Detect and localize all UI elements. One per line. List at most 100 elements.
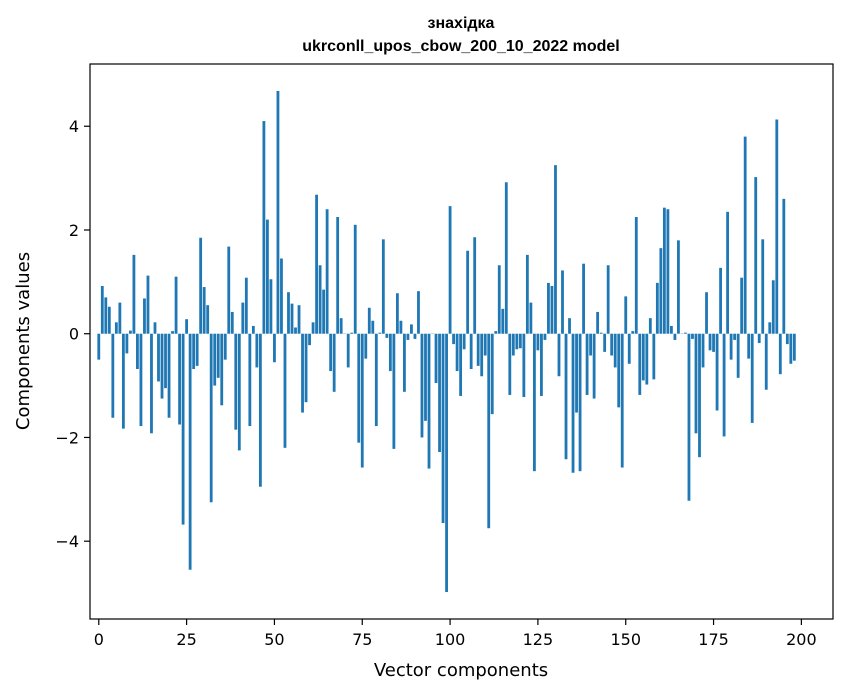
- bar: [497, 265, 501, 334]
- bar: [518, 333, 522, 349]
- bar: [501, 308, 505, 334]
- chart-title: знахідка: [428, 15, 495, 32]
- bar: [403, 333, 406, 392]
- bar: [511, 333, 515, 356]
- bar: [655, 282, 659, 334]
- bar: [164, 333, 167, 389]
- bar: [417, 291, 420, 334]
- bar: [269, 279, 273, 334]
- bar: [452, 333, 455, 345]
- bar: [297, 305, 301, 334]
- bar: [406, 333, 410, 340]
- bar: [136, 333, 139, 369]
- bar: [350, 332, 354, 334]
- bar: [785, 333, 789, 345]
- bar: [719, 267, 722, 334]
- bar: [388, 333, 392, 372]
- bar: [592, 333, 596, 399]
- bar: [638, 333, 642, 395]
- bar: [480, 333, 484, 377]
- x-tick-label: 50: [264, 630, 284, 649]
- bar: [216, 333, 220, 378]
- bar: [392, 333, 396, 449]
- bar: [276, 90, 280, 334]
- bar: [174, 276, 178, 334]
- bar: [420, 333, 424, 438]
- bar: [171, 331, 174, 334]
- bar: [395, 293, 399, 334]
- bar: [301, 333, 304, 413]
- bar: [648, 318, 652, 334]
- bar: [487, 333, 491, 529]
- bar: [722, 333, 726, 437]
- bar: [445, 333, 448, 593]
- bar: [733, 333, 737, 340]
- bar: [620, 333, 624, 468]
- bar: [578, 333, 582, 472]
- bar: [708, 333, 712, 351]
- bar: [641, 333, 645, 381]
- bar: [610, 333, 614, 356]
- bar: [315, 194, 318, 334]
- bar: [132, 254, 136, 334]
- bar: [399, 320, 403, 334]
- bar: [325, 209, 329, 334]
- bar: [160, 333, 164, 399]
- bar: [778, 333, 782, 375]
- bar: [613, 333, 617, 368]
- bar: [529, 302, 533, 334]
- bar: [192, 333, 196, 369]
- bars-group: [97, 90, 796, 593]
- bar: [255, 333, 259, 368]
- bar: [107, 306, 111, 334]
- bar: [571, 333, 575, 473]
- bar: [455, 333, 459, 372]
- bar: [705, 292, 708, 334]
- bar: [438, 333, 441, 452]
- bar: [476, 333, 480, 366]
- bar: [262, 121, 266, 334]
- x-tick-label: 175: [698, 630, 729, 649]
- bar: [540, 333, 543, 396]
- bar: [743, 136, 747, 334]
- bar: [596, 311, 600, 334]
- bar: [234, 333, 238, 430]
- y-tick-label: 2: [69, 221, 79, 240]
- bar: [311, 322, 315, 334]
- bar: [206, 305, 210, 334]
- bar: [241, 302, 245, 334]
- bar: [209, 333, 213, 503]
- bar: [469, 333, 473, 369]
- bar: [181, 333, 185, 525]
- y-axis-label: Components values: [13, 252, 34, 430]
- x-axis-label: Vector components: [374, 660, 548, 681]
- y-tick-label: −4: [55, 532, 79, 551]
- bar: [712, 333, 715, 352]
- bar: [775, 119, 779, 334]
- bar: [104, 297, 108, 334]
- x-tick-label: 25: [176, 630, 196, 649]
- bar: [357, 333, 361, 443]
- bar: [698, 333, 701, 458]
- x-tick-label: 75: [352, 630, 372, 649]
- y-axis-ticks: −4 −2 0 2 4: [55, 117, 90, 551]
- bar: [121, 333, 125, 429]
- bar: [606, 265, 610, 334]
- bar: [490, 333, 494, 415]
- bar: [230, 311, 234, 334]
- bar: [624, 296, 628, 334]
- bar: [360, 333, 364, 468]
- bar: [599, 332, 603, 334]
- bar: [564, 333, 568, 460]
- bar: [385, 333, 389, 338]
- bar: [631, 331, 635, 334]
- y-tick-label: 0: [69, 325, 79, 344]
- bar: [185, 319, 189, 334]
- bar: [353, 224, 357, 334]
- bar: [782, 198, 786, 334]
- x-tick-label: 100: [435, 630, 466, 649]
- bar: [237, 333, 241, 451]
- bar: [747, 333, 751, 359]
- bar: [473, 237, 477, 334]
